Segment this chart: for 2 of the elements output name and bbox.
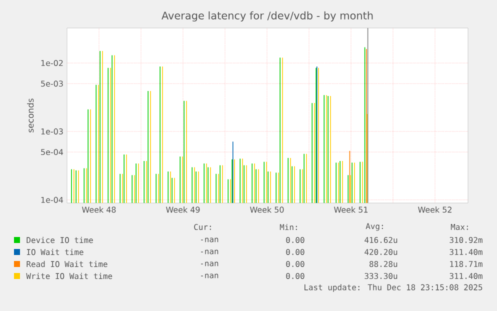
y-axis-title: seconds xyxy=(27,98,34,132)
chart-title: Average latency for /dev/vdb - by month xyxy=(162,11,373,22)
